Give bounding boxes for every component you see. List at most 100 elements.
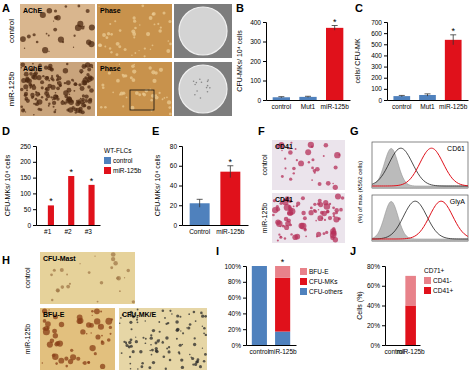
- y-tick-label: 40%: [367, 302, 380, 309]
- photo-texture: [180, 330, 181, 331]
- photo-texture: [52, 329, 57, 334]
- photo-texture: [138, 93, 141, 96]
- y-tick-mark: [384, 44, 387, 45]
- photo-texture: [98, 324, 104, 330]
- photo-background: [20, 62, 95, 116]
- photo-texture: [66, 274, 68, 276]
- photo-texture: [333, 185, 338, 190]
- y-tick-mark: [384, 55, 387, 56]
- photo-texture: [318, 182, 322, 186]
- plot-area: [190, 166, 241, 225]
- y-axis: 050100150200250: [20, 143, 36, 229]
- photo-texture: [86, 9, 90, 13]
- photo-texture: [324, 219, 326, 221]
- photo-texture: [46, 33, 48, 35]
- photo-texture: [132, 300, 135, 303]
- legend-swatch: [104, 167, 111, 174]
- photo-texture: [116, 53, 119, 56]
- photo-texture: [277, 239, 279, 241]
- photo-texture: [313, 203, 316, 206]
- photo-texture: [87, 68, 91, 72]
- photo-texture: [65, 5, 68, 8]
- photo-texture: [52, 354, 56, 358]
- y-tick: 300: [250, 38, 266, 45]
- panel-letter: H: [2, 254, 10, 266]
- y-tick-mark: [243, 313, 246, 314]
- photo-texture: [60, 268, 64, 272]
- y-tick: 50: [24, 206, 36, 213]
- photo-texture: [69, 283, 71, 285]
- photo-background: [272, 140, 345, 190]
- y-tick-mark: [263, 42, 266, 43]
- photo-texture: [51, 75, 53, 77]
- y-axis-line: [263, 23, 267, 101]
- image-panel: AcontrolAChEPhasemiR-125bAChEPhase: [2, 2, 232, 116]
- histogram-mir: [372, 201, 468, 239]
- photo-texture: [176, 338, 178, 340]
- y-axis: 0100200300400: [250, 19, 266, 104]
- photo-texture: [80, 86, 85, 91]
- photo-label: AChE: [23, 65, 42, 72]
- photo-texture: [150, 99, 153, 102]
- photo-texture: [148, 366, 151, 369]
- legend-label: CFU-others: [309, 288, 343, 295]
- photo-texture: [199, 365, 202, 368]
- photo-texture: [132, 78, 136, 82]
- photo-texture: [44, 66, 48, 70]
- error-bar: [450, 35, 456, 45]
- bar: [62, 225, 68, 226]
- photo-texture: [298, 223, 304, 229]
- photo: [97, 62, 172, 116]
- photo-texture: [290, 233, 292, 235]
- photo-texture: [135, 91, 139, 95]
- x-tick-label: Mut1: [420, 103, 435, 110]
- y-tick-mark: [263, 22, 266, 23]
- y-axis-line: [33, 147, 37, 226]
- photo-texture: [68, 99, 74, 105]
- photo-texture: [163, 11, 166, 14]
- photo-texture: [332, 206, 335, 209]
- marker-label: GlyA: [450, 198, 466, 206]
- photo-texture: [158, 29, 162, 33]
- y-tick: 40%: [367, 302, 385, 309]
- colony: [199, 78, 201, 80]
- y-tick-mark: [33, 162, 36, 163]
- y-tick-mark: [384, 67, 387, 68]
- photo-texture: [73, 82, 77, 86]
- photo-texture: [114, 20, 116, 22]
- photo-texture: [42, 75, 44, 77]
- photo-texture: [150, 334, 152, 336]
- legend-label: miR-125b: [113, 167, 142, 174]
- photo-texture: [52, 101, 56, 105]
- photo-texture: [66, 285, 70, 289]
- legend: WT-FLCscontrolmiR-125b: [104, 147, 142, 174]
- legend-swatch: [300, 268, 307, 275]
- x-tick-label: control: [250, 348, 270, 355]
- photo-texture: [308, 161, 310, 163]
- y-tick-mark: [33, 225, 36, 226]
- photo-texture: [189, 323, 192, 326]
- photo-texture: [95, 334, 100, 339]
- photo-texture: [135, 337, 136, 338]
- photo-texture: [325, 231, 328, 234]
- significance-mark: *: [451, 26, 455, 36]
- photo-texture: [55, 109, 57, 111]
- x-axis-line: [247, 345, 297, 346]
- photo-texture: [122, 92, 125, 95]
- photo-texture: [335, 211, 338, 214]
- bar: [389, 345, 400, 346]
- photo-texture: [40, 80, 44, 84]
- photo-texture: [191, 357, 194, 360]
- y-axis: 0100200300400500600700: [371, 19, 387, 104]
- y-tick-mark: [382, 345, 385, 346]
- y-tick-label: 20: [170, 202, 178, 209]
- photo-background: [40, 252, 135, 304]
- photo-texture: [73, 47, 74, 48]
- photo-texture: [158, 321, 160, 323]
- photo-texture: [52, 79, 55, 82]
- photo-texture: [119, 29, 122, 32]
- photo-texture: [84, 99, 88, 103]
- photo-texture: [33, 33, 36, 36]
- photo-texture: [45, 76, 50, 81]
- y-tick: 100: [371, 85, 387, 92]
